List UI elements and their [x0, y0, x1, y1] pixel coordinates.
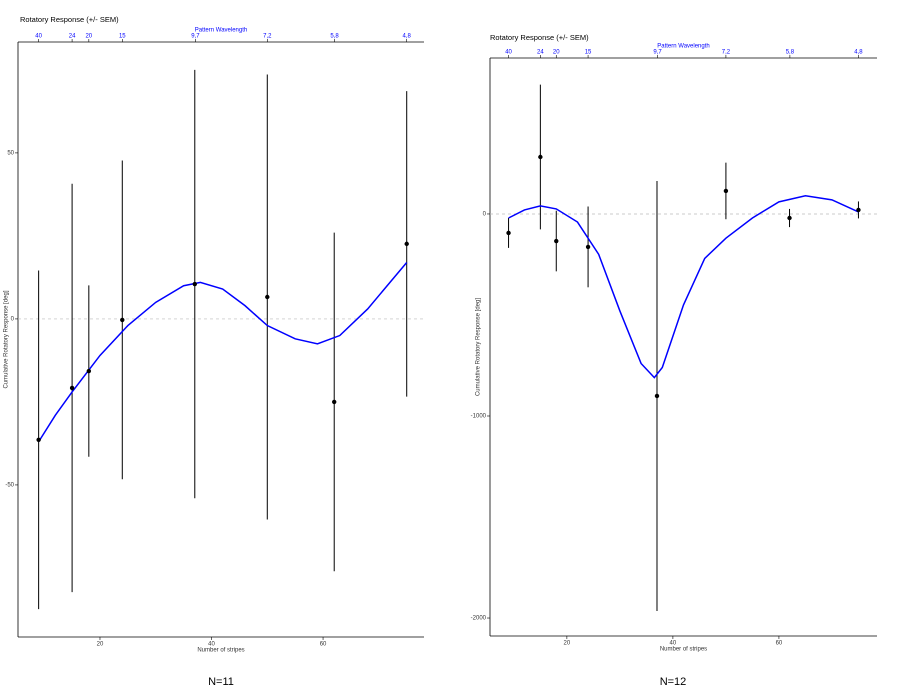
y-tick-label: -50: [5, 483, 14, 489]
x2-tick-label: 7,2: [722, 50, 731, 56]
x2-tick-label: 24: [69, 34, 76, 40]
y-tick-label: -1000: [471, 414, 487, 420]
x-axis-label: Number of stripes: [197, 648, 244, 654]
point: [654, 393, 660, 399]
caption: N=12: [660, 676, 687, 688]
y-tick-label: 50: [7, 150, 14, 156]
x-tick-label: 60: [320, 642, 327, 648]
point: [554, 238, 559, 244]
y-tick-label: -2000: [471, 616, 487, 622]
x2-tick-label: 24: [537, 50, 544, 56]
chart-title: Rotatory Response (+/- SEM): [20, 15, 119, 24]
x-tick-label: 20: [97, 642, 104, 648]
x-tick-label: 60: [776, 641, 783, 647]
point: [787, 215, 792, 221]
x2-tick-label: 4,8: [854, 50, 863, 56]
point: [538, 154, 543, 160]
x2-tick-label: 15: [585, 50, 592, 56]
point: [585, 244, 591, 250]
x-tick-label: 20: [564, 641, 571, 647]
y-axis-label: Cumulative Rotatory Response [deg]: [4, 290, 10, 388]
point: [86, 368, 92, 374]
point: [332, 399, 337, 405]
y-axis-label: Cumulative Rotatory Response [deg]: [476, 298, 482, 396]
point: [404, 241, 409, 247]
point: [69, 385, 75, 391]
point: [265, 294, 270, 300]
x2-tick-label: 5,8: [330, 34, 339, 40]
caption: N=11: [208, 676, 234, 688]
x2-axis-label: Pattern Wavelength: [195, 28, 247, 34]
x2-tick-label: 4,8: [403, 34, 412, 40]
x2-tick-label: 9,7: [191, 34, 200, 40]
point: [192, 281, 197, 287]
x-axis-label: Number of stripes: [660, 647, 707, 653]
x2-tick-label: 40: [35, 34, 42, 40]
x2-axis-label: Pattern Wavelength: [657, 44, 709, 50]
x2-tick-label: 5,8: [786, 50, 795, 56]
fit-curve: [37, 261, 408, 443]
y-tick-label: 0: [483, 212, 487, 218]
x2-tick-label: 40: [505, 50, 512, 56]
x2-tick-label: 15: [119, 34, 126, 40]
x2-tick-label: 20: [85, 34, 92, 40]
x-tick-label: 40: [208, 642, 215, 648]
x2-tick-label: 7,2: [263, 34, 272, 40]
chart-title: Rotatory Response (+/- SEM): [490, 33, 589, 42]
point: [723, 188, 729, 194]
point: [856, 207, 861, 213]
point: [506, 230, 511, 236]
y-tick-label: 0: [11, 316, 15, 322]
x2-tick-label: 20: [553, 50, 560, 56]
x2-tick-label: 9,7: [653, 50, 662, 56]
x-tick-label: 40: [670, 641, 677, 647]
fit-curve: [508, 195, 859, 379]
point: [36, 437, 41, 442]
point: [120, 317, 125, 323]
